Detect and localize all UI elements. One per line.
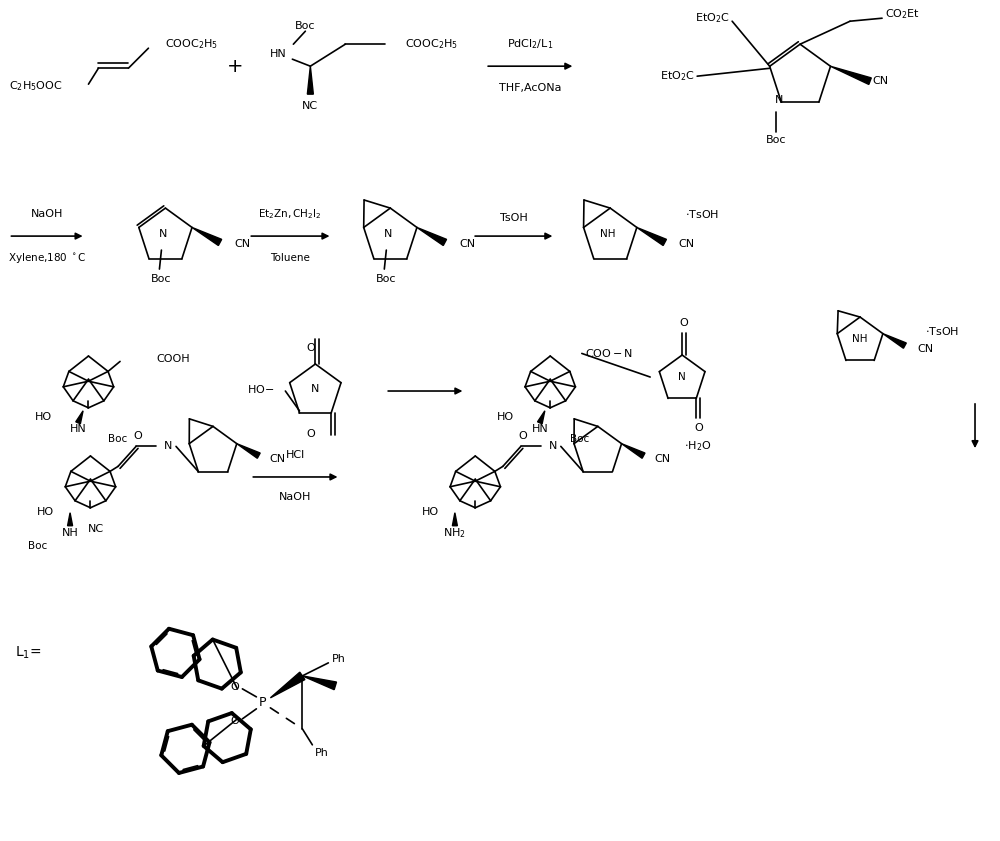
Text: NH: NH (852, 334, 868, 344)
Text: Toluene: Toluene (270, 253, 310, 263)
Text: P: P (259, 696, 266, 709)
Text: O: O (134, 431, 142, 442)
Polygon shape (452, 513, 457, 526)
Text: CN: CN (872, 77, 888, 86)
Text: HO: HO (35, 412, 52, 422)
Text: O: O (518, 431, 527, 442)
Text: HO: HO (37, 507, 54, 516)
Text: N: N (311, 384, 320, 394)
Text: $\cdot\mathrm{H_2O}$: $\cdot\mathrm{H_2O}$ (684, 440, 711, 453)
Text: Ph: Ph (332, 654, 346, 664)
Text: Boc: Boc (570, 434, 589, 444)
Text: O: O (306, 429, 315, 439)
Polygon shape (270, 672, 305, 698)
Text: N: N (678, 372, 686, 382)
Text: NH: NH (600, 229, 616, 239)
Text: O: O (694, 423, 703, 433)
Text: $\mathrm{COOC_2H_5}$: $\mathrm{COOC_2H_5}$ (405, 37, 458, 51)
Text: HO$-$: HO$-$ (247, 383, 274, 395)
Text: HN: HN (70, 424, 86, 434)
Text: $\mathrm{Et_2Zn,CH_2I_2}$: $\mathrm{Et_2Zn,CH_2I_2}$ (258, 207, 322, 221)
Polygon shape (237, 444, 260, 458)
Text: $\mathrm{L_1}$=: $\mathrm{L_1}$= (15, 645, 42, 661)
Text: O: O (230, 716, 239, 726)
Text: NC: NC (302, 101, 318, 111)
Text: $\mathrm{EtO_2C}$: $\mathrm{EtO_2C}$ (695, 11, 730, 25)
Text: HN: HN (531, 424, 548, 434)
Text: $\mathrm{COOC_2H_5}$: $\mathrm{COOC_2H_5}$ (165, 37, 219, 51)
Polygon shape (831, 66, 871, 84)
Text: $\mathrm{EtO_2C}$: $\mathrm{EtO_2C}$ (660, 69, 695, 83)
Text: +: + (227, 56, 244, 76)
Text: Boc: Boc (28, 541, 47, 551)
Text: $\mathrm{NH_2}$: $\mathrm{NH_2}$ (443, 526, 466, 540)
Text: CN: CN (918, 344, 934, 353)
Text: CN: CN (459, 240, 475, 250)
Text: Boc: Boc (766, 135, 787, 145)
Text: Ph: Ph (315, 748, 329, 758)
Text: HCl: HCl (286, 450, 305, 460)
Text: Boc: Boc (295, 21, 316, 31)
Text: $\mathrm{COO-N}$: $\mathrm{COO-N}$ (585, 347, 633, 359)
Text: $\cdot$TsOH: $\cdot$TsOH (685, 208, 719, 220)
Text: NaOH: NaOH (279, 492, 312, 502)
Polygon shape (883, 334, 906, 348)
Text: HN: HN (270, 49, 287, 59)
Text: Boc: Boc (151, 274, 172, 284)
Text: N: N (775, 95, 783, 105)
Text: $\cdot$TsOH: $\cdot$TsOH (925, 325, 959, 337)
Text: CN: CN (270, 453, 286, 463)
Text: NH: NH (62, 528, 78, 537)
Text: CN: CN (679, 240, 695, 250)
Text: N: N (164, 442, 172, 452)
Text: NC: NC (87, 524, 104, 534)
Polygon shape (622, 444, 645, 458)
Text: Xylene,180 $^\circ$C: Xylene,180 $^\circ$C (8, 251, 87, 265)
Polygon shape (302, 676, 336, 690)
Text: NaOH: NaOH (31, 209, 64, 220)
Text: O: O (306, 343, 315, 353)
Text: TsOH: TsOH (500, 213, 528, 223)
Polygon shape (307, 66, 313, 94)
Text: O: O (230, 682, 239, 692)
Text: Boc: Boc (108, 434, 127, 444)
Text: N: N (159, 229, 168, 239)
Polygon shape (68, 513, 73, 526)
Text: COOH: COOH (156, 354, 190, 364)
Text: $\mathrm{CO_2Et}$: $\mathrm{CO_2Et}$ (885, 8, 920, 21)
Polygon shape (637, 227, 666, 246)
Text: O: O (680, 318, 689, 328)
Text: CN: CN (234, 240, 250, 250)
Text: $\mathrm{PdCl_2/L_1}$: $\mathrm{PdCl_2/L_1}$ (507, 37, 553, 51)
Polygon shape (76, 410, 83, 424)
Text: N: N (549, 442, 557, 452)
Polygon shape (192, 227, 222, 246)
Text: CN: CN (655, 453, 671, 463)
Text: HO: HO (496, 412, 514, 422)
Text: Boc: Boc (376, 274, 397, 284)
Text: HO: HO (422, 507, 439, 516)
Polygon shape (538, 410, 545, 424)
Polygon shape (417, 227, 447, 246)
Text: $\mathrm{C_2H_5OOC}$: $\mathrm{C_2H_5OOC}$ (9, 79, 62, 93)
Text: N: N (384, 229, 392, 239)
Text: THF,AcONa: THF,AcONa (499, 83, 561, 93)
